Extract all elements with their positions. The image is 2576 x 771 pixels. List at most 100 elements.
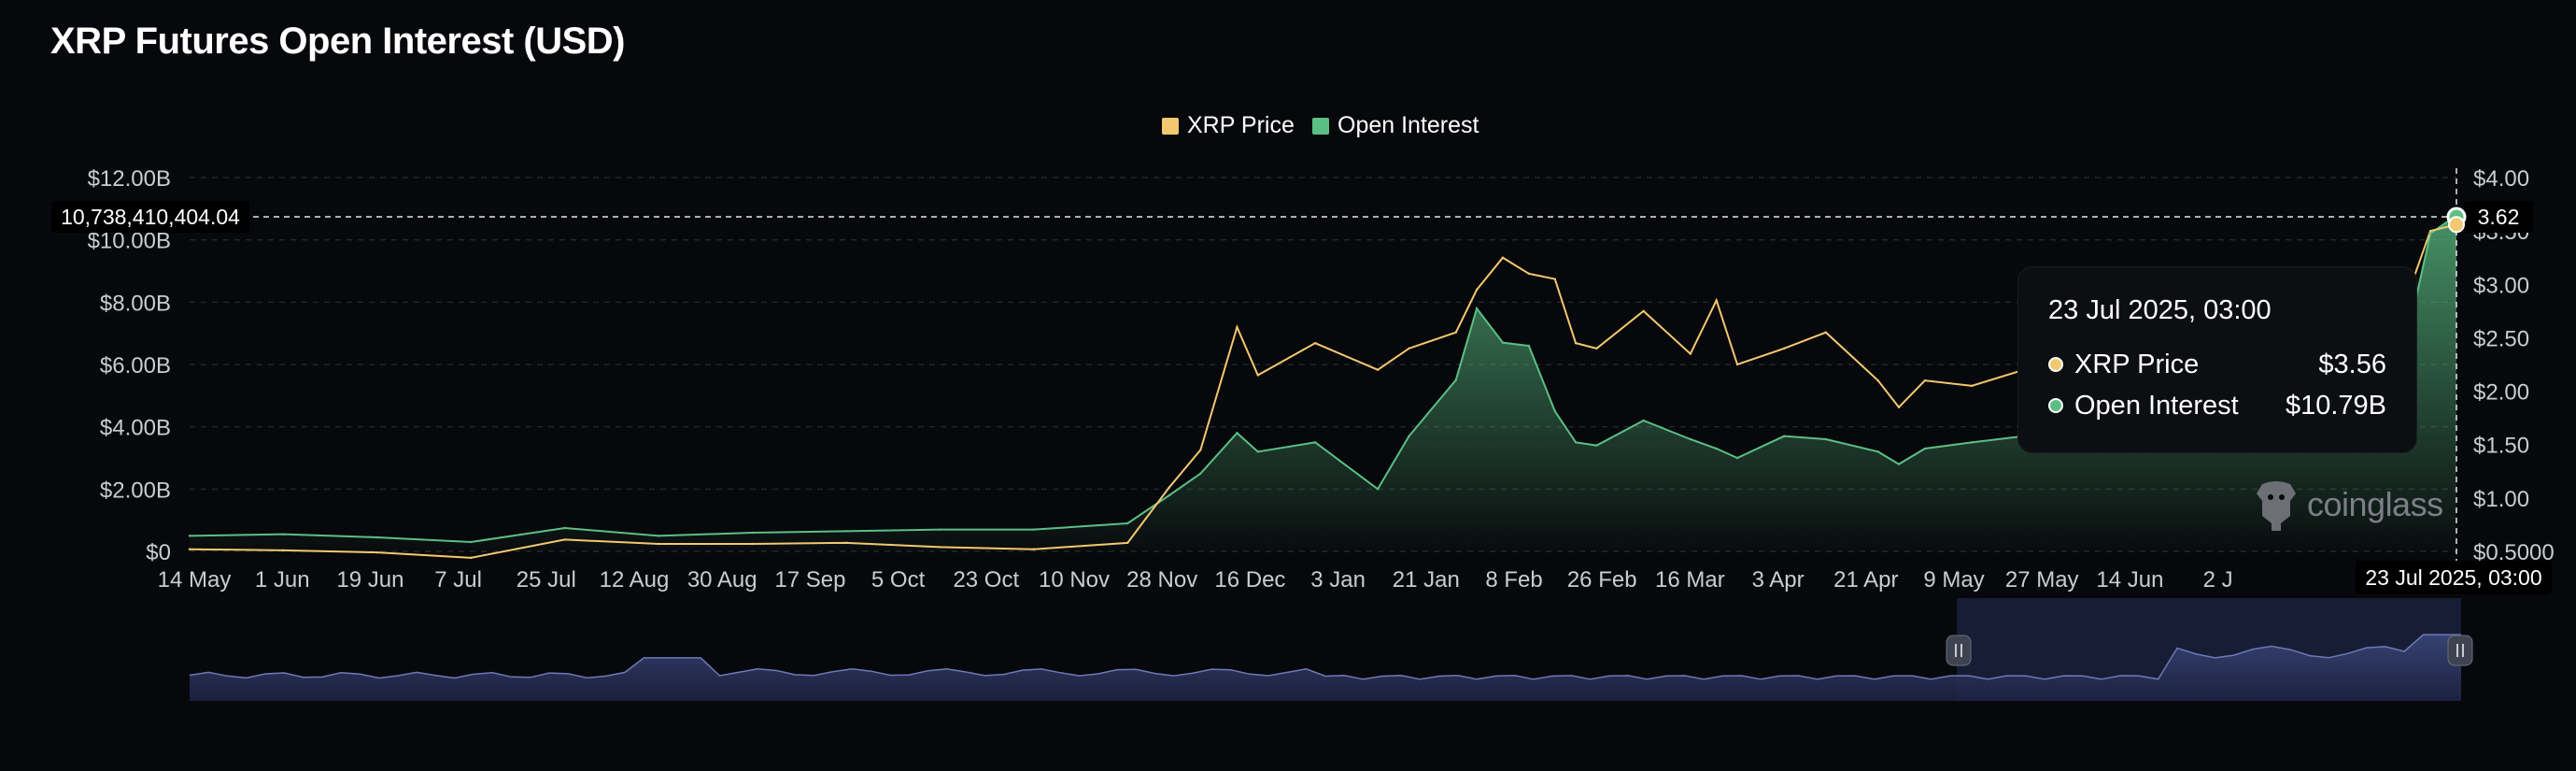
open-interest-point <box>1032 528 1036 531</box>
xrp-price-point <box>657 542 660 546</box>
y-right-tick-label: $2.00 <box>2473 380 2529 406</box>
x-tick-label: 17 Sep <box>774 567 845 593</box>
xrp-price-point <box>1783 347 1786 350</box>
handle-grip-icon <box>2447 635 2473 666</box>
xrp-price-point <box>1970 384 1974 388</box>
xrp-price-point <box>1735 363 1739 366</box>
crosshair-right-label: 3.62 <box>2478 205 2520 229</box>
open-interest-point <box>844 530 848 533</box>
xrp-price-point <box>1876 378 1879 382</box>
tooltip-row-price: XRP Price $3.56 <box>2048 350 2386 383</box>
xrp-price-point <box>1168 486 1171 489</box>
y-right-tick-label: $1.50 <box>2473 434 2529 459</box>
open-interest-point <box>1454 378 1457 381</box>
x-tick-label: 23 Oct <box>953 567 1019 593</box>
xrp-price-point <box>470 556 473 560</box>
coinglass-watermark: coinglass <box>2253 477 2449 533</box>
x-tick-label: 14 Jun <box>2096 567 2163 593</box>
tooltip-oi-value: $10.79B <box>2285 391 2386 421</box>
x-tick-label: 3 Apr <box>1752 567 1805 593</box>
y-right-tick-label: $3.00 <box>2473 273 2529 298</box>
crosshair-x-label: 23 Jul 2025, 03:00 <box>2365 565 2541 590</box>
xrp-price-point <box>282 549 285 552</box>
tooltip-oi-label: Open Interest <box>2074 391 2239 421</box>
open-interest-point <box>1595 444 1598 447</box>
price-dot-icon <box>2048 357 2063 372</box>
x-tick-label: 27 May <box>2005 567 2079 593</box>
x-tick-label: 21 Apr <box>1833 567 1898 593</box>
x-tick-label: 2 J <box>2203 567 2233 593</box>
x-tick-label: 5 Oct <box>871 567 926 593</box>
xrp-price-point <box>1256 374 1259 377</box>
open-interest-point <box>751 531 754 535</box>
xrp-price-point <box>1475 288 1479 292</box>
xrp-price-point <box>751 542 754 546</box>
open-interest-point <box>1715 447 1718 450</box>
xrp-price-point <box>188 548 191 550</box>
legend-price-swatch <box>1162 118 1179 135</box>
y-left-tick-label: $8.00B <box>100 291 171 316</box>
open-interest-point <box>1642 419 1645 422</box>
y-right-tick-label: $1.00 <box>2473 487 2529 512</box>
open-interest-area <box>190 215 2456 552</box>
open-interest-point <box>1313 441 1317 444</box>
oi-dot-icon <box>2048 398 2063 413</box>
y-left-tick-label: $10.00B <box>88 229 171 254</box>
xrp-price-point <box>2428 229 2432 233</box>
x-tick-label: 21 Jan <box>1393 567 1460 593</box>
legend-price-label: XRP Price <box>1187 112 1295 138</box>
xrp-price-point <box>1454 331 1457 334</box>
open-interest-point <box>1735 456 1739 460</box>
navigator-handle-right[interactable] <box>2447 635 2473 666</box>
xrp-price-point <box>1376 368 1380 371</box>
legend-price[interactable]: XRP Price <box>1162 112 1295 138</box>
open-interest-point <box>1501 341 1505 344</box>
xrp-price-point <box>1595 347 1598 350</box>
crosshair-left-label: 10,738,410,404.04 <box>61 205 240 229</box>
open-interest-point <box>1408 435 1410 437</box>
xrp-price-point <box>1642 309 1645 313</box>
xrp-price-point <box>844 541 848 545</box>
legend-open-interest[interactable]: Open Interest <box>1312 112 1479 138</box>
open-interest-point <box>1256 450 1259 453</box>
xrp-price-point <box>1824 331 1828 334</box>
navigator-area <box>190 635 2461 701</box>
open-interest-point <box>1126 521 1129 525</box>
xrp-price-point <box>1553 278 1556 280</box>
xrp-price-point <box>1032 548 1036 550</box>
legend-open-interest-label: Open Interest <box>1338 112 1479 138</box>
xrp-price-point <box>375 550 379 554</box>
y-right-tick-label: $4.00 <box>2473 166 2529 192</box>
xrp-price-point <box>1408 347 1410 350</box>
crosshair-x-label-box <box>2356 561 2552 594</box>
y-left-tick-label: $0 <box>146 540 171 565</box>
open-interest-point <box>1783 435 1786 437</box>
open-interest-point <box>282 533 285 535</box>
tooltip-row-oi: Open Interest $10.79B <box>2048 391 2386 424</box>
chart-title: XRP Futures Open Interest (USD) <box>50 21 625 62</box>
open-interest-point <box>1376 488 1380 491</box>
xrp-price-point <box>1199 449 1202 451</box>
xrp-price-point <box>1715 299 1718 302</box>
open-interest-point <box>1199 472 1202 475</box>
x-tick-label: 28 Nov <box>1126 567 1197 593</box>
open-interest-point <box>188 535 191 537</box>
xrp-price-point <box>1689 352 1692 355</box>
open-interest-point <box>1689 437 1692 441</box>
open-interest-point <box>1923 447 1927 450</box>
tooltip-price-value: $3.56 <box>2318 350 2386 379</box>
navigator-handle-left[interactable] <box>1946 635 1972 666</box>
hover-marker-price <box>2448 216 2465 234</box>
y-left-tick-label: $2.00B <box>100 478 171 503</box>
x-tick-label: 30 Aug <box>687 567 757 593</box>
x-tick-label: 16 Mar <box>1655 567 1725 593</box>
crosshair-left-label-box <box>51 201 249 234</box>
xrp-price-point <box>939 546 941 549</box>
x-tick-label: 10 Nov <box>1039 567 1110 593</box>
open-interest-point <box>1527 344 1531 348</box>
x-tick-label: 7 Jul <box>434 567 482 593</box>
tooltip: 23 Jul 2025, 03:00 XRP Price $3.56 Open … <box>2017 266 2417 453</box>
y-left-tick-label: $6.00B <box>100 353 171 378</box>
x-tick-label: 1 Jun <box>255 567 310 593</box>
